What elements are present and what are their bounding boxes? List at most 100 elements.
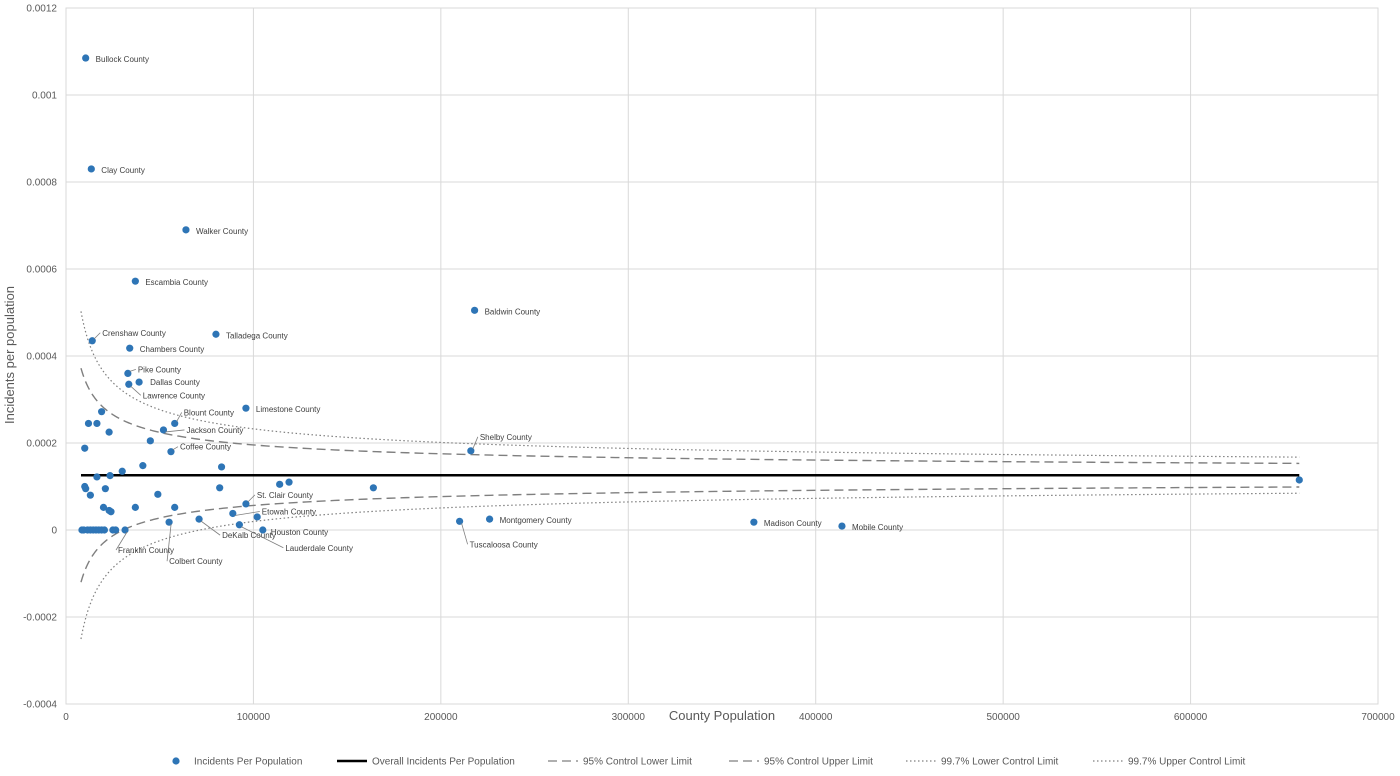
data-point: [171, 503, 179, 511]
point-label: Lauderdale County: [285, 544, 353, 553]
data-point: [242, 500, 250, 508]
point-label: Crenshaw County: [102, 329, 166, 338]
data-point: [82, 485, 90, 493]
997-upper-limit-line: [80, 311, 1300, 458]
y-tick-label: 0.0006: [26, 265, 57, 276]
data-point: [242, 404, 250, 412]
point-label: Mobile County: [852, 523, 903, 532]
data-point: [124, 369, 132, 377]
label-leader-line: [241, 526, 284, 549]
data-point: [87, 165, 95, 173]
legend-marker: [172, 757, 180, 765]
label-leader-line: [172, 446, 179, 451]
data-points: [78, 54, 1303, 534]
data-point: [212, 330, 220, 338]
x-tick-label: 200000: [424, 712, 458, 723]
label-leader-line: [247, 494, 256, 503]
95-upper-limit-line: [80, 368, 1300, 465]
data-point: [84, 419, 93, 428]
point-label: Walker County: [196, 227, 248, 236]
legend-item: 99.7% Lower Control Limit: [906, 757, 1058, 768]
gridlines: [65, 7, 1379, 705]
data-point: [485, 515, 494, 523]
data-point: [253, 513, 261, 521]
legend-item: 95% Control Upper Limit: [729, 757, 873, 768]
point-label: St. Clair County: [257, 491, 313, 500]
data-point: [88, 337, 96, 345]
data-point: [467, 447, 475, 455]
data-point: [125, 380, 133, 388]
data-point: [276, 480, 284, 488]
data-point: [235, 521, 243, 529]
data-point: [81, 444, 89, 452]
data-point: [107, 508, 115, 516]
data-point: [112, 526, 120, 534]
point-label: Limestone County: [256, 405, 320, 414]
x-tick-label: 700000: [1361, 712, 1395, 723]
point-label: DeKalb County: [222, 531, 276, 540]
data-point: [99, 503, 108, 511]
label-leader-line: [176, 412, 183, 422]
point-label: Blount County: [184, 408, 234, 417]
data-point: [131, 503, 139, 511]
data-point: [82, 54, 90, 62]
label-leader-line: [200, 520, 221, 536]
x-tick-label: 400000: [799, 712, 833, 723]
legend-label: 95% Control Upper Limit: [764, 757, 873, 768]
data-point: [146, 437, 154, 445]
data-point: [121, 526, 129, 534]
data-point: [217, 463, 226, 471]
label-leader-line: [115, 531, 128, 551]
y-tick-label: 0.001: [32, 91, 57, 102]
data-point: [259, 526, 267, 534]
data-point: [126, 344, 134, 352]
control-limit-lines: [80, 311, 1300, 640]
data-point: [456, 517, 464, 525]
point-label: Lawrence County: [143, 391, 205, 400]
data-point: [285, 478, 293, 486]
point-label: Bullock County: [96, 55, 149, 64]
label-leader-line: [130, 385, 142, 396]
label-leader-line: [461, 523, 468, 545]
y-tick-label: 0.0002: [26, 439, 57, 450]
data-point: [86, 491, 94, 499]
point-label: Chambers County: [140, 345, 204, 354]
data-point: [106, 472, 114, 480]
point-label: Madison County: [764, 519, 822, 528]
data-point: [105, 428, 113, 436]
point-label: Etowah County: [262, 507, 316, 516]
data-point: [171, 419, 179, 428]
data-point: [165, 518, 173, 526]
data-point: [159, 426, 168, 434]
legend-label: 99.7% Upper Control Limit: [1128, 757, 1245, 768]
y-tick-label: 0.0012: [26, 4, 57, 15]
point-labels: Bullock County Clay County Walker County Es…: [93, 55, 903, 566]
point-label: Jackson County: [186, 426, 243, 435]
y-tick-label: 0: [51, 526, 57, 537]
label-leader-line: [93, 332, 101, 340]
y-tick-label: -0.0002: [23, 613, 57, 624]
data-point: [100, 526, 109, 534]
data-point: [98, 408, 106, 416]
data-point: [135, 378, 143, 386]
data-point: [93, 419, 101, 428]
point-label: Escambia County: [145, 278, 208, 287]
y-axis-title: Incidents per population: [2, 286, 17, 424]
label-leader-line: [129, 369, 136, 372]
data-point: [838, 522, 846, 530]
95-lower-limit-line: [80, 486, 1300, 583]
x-axis-title: County Population: [669, 708, 775, 723]
997-lower-limit-line: [80, 492, 1300, 640]
data-point: [154, 490, 162, 498]
point-label: Colbert County: [169, 557, 222, 566]
data-point: [182, 226, 190, 234]
data-point: [229, 509, 237, 518]
label-leader-line: [472, 436, 479, 449]
point-label: Baldwin County: [485, 307, 541, 316]
legend-label: 95% Control Lower Limit: [583, 757, 692, 768]
data-point: [139, 462, 147, 470]
y-tick-label: -0.0004: [23, 700, 57, 711]
point-label: Talladega County: [226, 331, 288, 340]
